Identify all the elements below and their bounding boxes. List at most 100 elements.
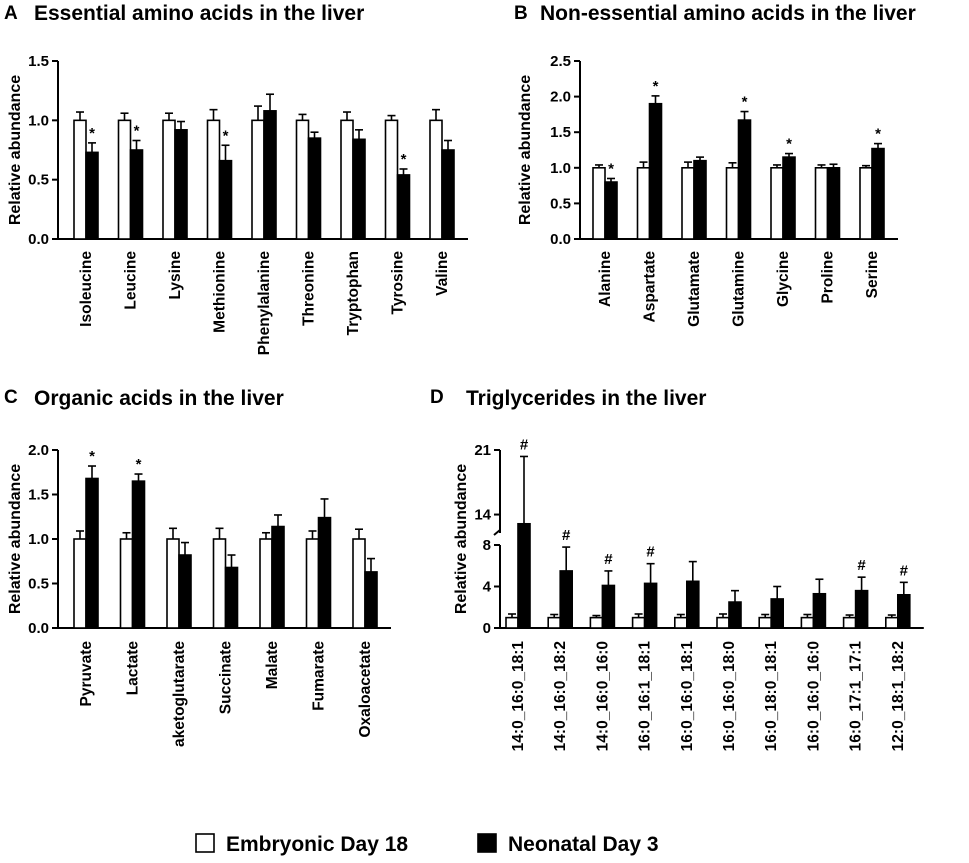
bar-embryonic [842,616,857,629]
bar-embryonic [589,616,604,629]
category-label: Pyruvate [78,641,95,707]
panel-title: Triglycerides in the liver [466,387,706,410]
bar-neonatal [396,174,411,240]
bar-neonatal [517,522,531,629]
y-tick-label: 2.0 [28,442,49,459]
category-label: Tyrosine [390,251,407,315]
category-label: Methionine [212,251,229,333]
bar-neonatal [263,110,277,240]
significance-mark: * [89,125,95,142]
bar-embryonic [681,167,695,240]
legend-label-neonatal: Neonatal Day 3 [508,833,659,856]
category-label: Tryptophan [345,251,362,335]
bar-embryonic [117,119,132,240]
bar-embryonic [259,538,273,629]
bar-neonatal [307,137,322,240]
bar-neonatal [826,167,841,240]
y-axis-label: Relative abundance [453,464,470,614]
bar-neonatal [85,151,99,240]
category-label: 16:0_18:0_18:1 [763,641,780,752]
bar-embryonic [73,538,87,629]
bar-embryonic [352,538,366,629]
bar-embryonic [212,538,227,629]
significance-mark: # [900,562,909,579]
significance-mark: * [653,78,659,95]
legend-label-embryonic: Embryonic Day 18 [226,833,408,856]
bar-neonatal [896,593,911,629]
significance-mark: * [223,127,229,144]
bar-embryonic [119,538,134,629]
significance-mark: * [742,94,748,111]
category-label: Leucine [123,251,140,310]
y-tick-label: 0.5 [28,172,49,189]
panel-b: B Non-essential amino acids in the liver R… [514,2,916,327]
bar-neonatal [693,159,707,240]
bar-embryonic [505,616,519,629]
panel-title: Non-essential amino acids in the liver [540,2,916,25]
bar-embryonic [305,538,320,629]
bar-embryonic [800,616,815,629]
significance-mark: * [786,136,792,153]
bar-embryonic [673,616,688,629]
y-tick-label: 8 [483,537,491,554]
bar-neonatal [737,119,752,240]
y-tick-label: 0.0 [28,231,49,248]
y-tick-label: 1.5 [550,124,571,141]
y-tick-label: 0.5 [550,195,571,212]
category-label: Succinate [218,641,235,715]
bar-embryonic [725,167,740,240]
category-label: 16:0_16:0_16:0 [805,641,822,751]
bar-embryonic [73,119,87,240]
significance-mark: * [136,456,142,473]
bar-embryonic [251,119,265,240]
bar-neonatal [728,601,742,629]
bar-neonatal [364,571,378,629]
bar-embryonic [859,167,873,240]
bar-neonatal [85,477,99,629]
significance-mark: * [608,160,614,177]
bar-embryonic [384,119,399,240]
y-tick-label: 1.0 [550,160,571,177]
bar-neonatal [131,480,146,629]
axis-break-mark [493,529,501,536]
bar-embryonic [814,167,829,240]
category-label: Alanine [597,251,614,307]
bar-neonatal [601,584,616,629]
y-tick-label: 1.5 [28,487,49,504]
bar-neonatal [604,181,618,240]
bar-neonatal [770,598,785,629]
bar-embryonic [884,616,899,629]
bar-neonatal [441,149,455,240]
y-axis-label: Relative abundance [7,464,24,614]
bar-embryonic [162,119,176,240]
panel-a: A Essential amino acids in the liver Relat… [4,2,468,355]
legend-swatch-embryonic [195,833,215,853]
bar-embryonic [716,616,730,629]
category-label: 16:0_16:0_18:1 [679,641,696,752]
category-label: Proline [820,251,837,304]
category-label: Valine [434,251,451,296]
bar-embryonic [770,167,784,240]
bar-embryonic [592,167,606,240]
bar-neonatal [643,582,658,629]
category-label: 14:0_16:0_16:0 [594,641,611,751]
bar-neonatal [129,149,144,240]
category-label: Isoleucine [78,251,95,327]
y-tick-label: 1.0 [28,112,49,129]
category-label: 12:0_18:1_18:2 [890,641,907,751]
category-label: aketoglutarate [171,641,188,747]
significance-mark: * [134,123,140,140]
significance-mark: * [401,151,407,168]
panel-d: D Triglycerides in the liver Relative abun… [430,387,924,751]
bar-neonatal [812,592,827,629]
bar-neonatal [559,570,574,629]
category-label: 16:0_16:1_18:1 [637,641,654,752]
y-tick-label: 2.0 [550,89,571,106]
bar-embryonic [295,119,310,240]
panel-letter: D [430,387,444,408]
bar-embryonic [547,616,562,629]
y-tick-label: 0 [483,620,491,637]
bar-embryonic [631,616,646,629]
bar-neonatal [218,159,233,240]
